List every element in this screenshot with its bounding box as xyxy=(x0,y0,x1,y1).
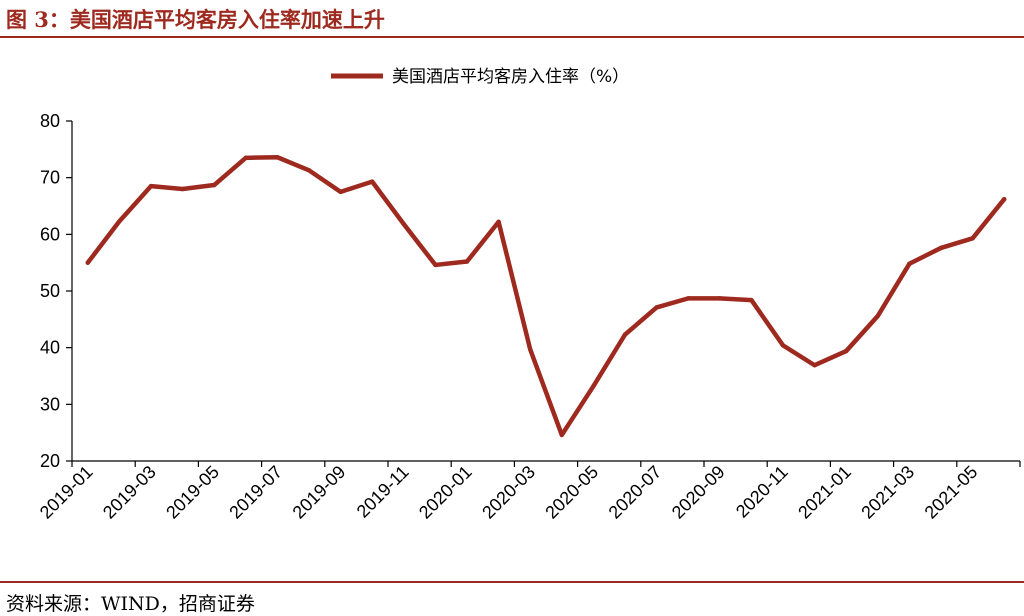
data-point xyxy=(212,182,217,188)
data-point xyxy=(528,347,533,352)
x-tick-label: 2020-05 xyxy=(541,462,602,523)
x-tick-label: 2021-01 xyxy=(794,462,855,523)
x-tick-label: 2020-11 xyxy=(732,462,792,522)
legend-label: 美国酒店平均客房入住率（%） xyxy=(392,67,629,87)
data-point xyxy=(907,261,912,266)
legend: 美国酒店平均客房入住率（%） xyxy=(331,67,629,87)
data-point xyxy=(686,296,691,301)
bottom-rule xyxy=(0,581,1024,583)
data-point xyxy=(717,296,722,301)
top-rule xyxy=(0,36,1024,38)
data-point xyxy=(85,260,91,265)
data-point xyxy=(306,168,312,173)
data-point xyxy=(496,219,501,225)
data-point xyxy=(117,219,122,224)
data-point xyxy=(338,189,343,195)
data-point xyxy=(148,183,154,189)
x-tick-label: 2019-11 xyxy=(353,462,413,522)
x-tick-label: 2020-01 xyxy=(415,462,476,523)
data-point xyxy=(559,432,564,438)
data-point xyxy=(1002,197,1007,202)
data-point xyxy=(622,332,628,337)
data-point xyxy=(780,343,786,348)
x-tick-label: 2019-07 xyxy=(225,462,286,523)
series-line xyxy=(85,155,1007,438)
data-point xyxy=(401,221,406,227)
x-tick-label: 2019-03 xyxy=(99,462,160,523)
data-point xyxy=(938,245,944,251)
data-point xyxy=(591,384,596,389)
data-point xyxy=(433,262,438,268)
figure-title: 图 3：美国酒店平均客房入住率加速上升 xyxy=(6,7,385,32)
y-tick-label: 80 xyxy=(40,111,60,131)
data-point xyxy=(275,155,280,160)
y-tick-label: 40 xyxy=(40,338,60,358)
x-tick-label: 2019-09 xyxy=(289,462,350,523)
x-tick-label: 2021-05 xyxy=(921,462,982,523)
y-tick-label: 60 xyxy=(40,224,60,244)
y-tick-label: 20 xyxy=(40,451,60,471)
data-point xyxy=(749,297,754,303)
plot-area xyxy=(85,155,1007,438)
x-tick-label: 2020-03 xyxy=(478,462,539,523)
x-tick-label: 2020-07 xyxy=(605,462,666,523)
data-point xyxy=(243,155,248,161)
data-point xyxy=(464,259,470,264)
y-tick-label: 30 xyxy=(40,394,60,414)
x-tick-label: 2021-03 xyxy=(857,462,918,523)
y-tick-label: 50 xyxy=(40,281,60,301)
x-tick-label: 2020-09 xyxy=(668,462,729,523)
source-note: 资料来源：WIND，招商证券 xyxy=(6,593,255,615)
data-point xyxy=(812,363,817,368)
data-point xyxy=(654,305,659,310)
data-point xyxy=(180,186,185,192)
data-point xyxy=(970,236,975,241)
data-point xyxy=(370,179,375,184)
data-point xyxy=(844,348,849,354)
x-tick-label: 2019-05 xyxy=(162,462,223,523)
data-point xyxy=(875,313,880,319)
y-tick-label: 70 xyxy=(40,168,60,188)
